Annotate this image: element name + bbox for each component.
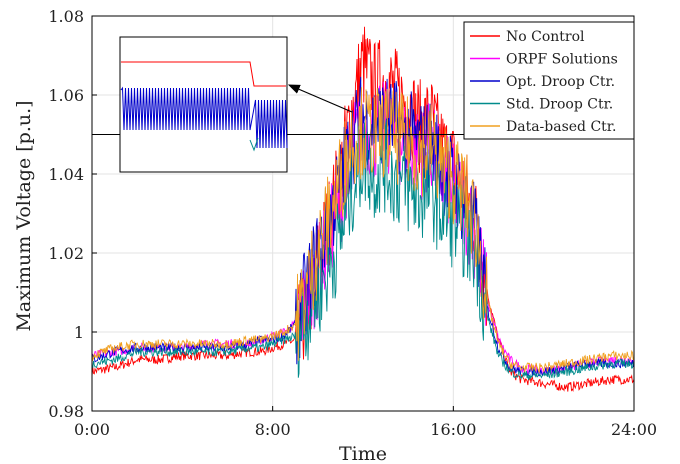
y-tick-label: 1.06	[48, 86, 84, 105]
y-tick-label: 1.08	[48, 7, 84, 26]
series-line-0	[91, 26, 635, 392]
y-tick-label: 1.02	[48, 244, 84, 263]
y-tick-label: 1.04	[48, 165, 84, 184]
inset-series	[120, 61, 288, 152]
y-axis-label: Maximum Voltage [p.u.]	[13, 100, 35, 331]
inset-no-control-line	[121, 61, 286, 87]
inset-zoom	[119, 36, 288, 173]
x-tick-label: 8:00	[255, 420, 291, 439]
y-tick-label: 1	[74, 323, 84, 342]
y-tick-label: 0.98	[48, 402, 84, 421]
legend-label: Opt. Droop Ctr.	[506, 74, 615, 90]
inset-arrow	[287, 84, 353, 113]
inset-std-droop-line	[249, 137, 259, 152]
x-tick-label: 0:00	[74, 420, 110, 439]
legend-label: ORPF Solutions	[506, 52, 618, 68]
x-axis-label: Time	[339, 443, 387, 464]
inset-frame	[119, 36, 288, 173]
series-layer	[91, 26, 635, 392]
legend-label: Std. Droop Ctr.	[506, 97, 613, 113]
ticks: 0:00 8:00 16:00 24:00 0.98 1 1.02 1.04 1.06 1.08	[48, 7, 657, 439]
series-line-4	[91, 87, 635, 374]
legend: No Control ORPF Solutions Opt. Droop Ctr. S…	[463, 21, 635, 140]
series-line-3	[91, 119, 635, 381]
legend-label: Data-based Ctr.	[506, 119, 616, 135]
inset-opt-droop-line	[120, 86, 288, 149]
plot-frame	[91, 15, 635, 412]
x-tick-label: 16:00	[430, 420, 476, 439]
legend-label: No Control	[506, 29, 585, 45]
x-tick-label: 24:00	[611, 420, 657, 439]
